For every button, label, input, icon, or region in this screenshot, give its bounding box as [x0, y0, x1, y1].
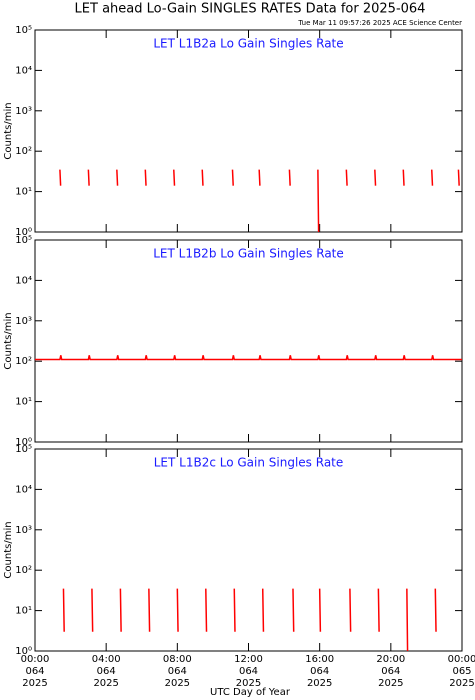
plot-frame — [34, 448, 463, 652]
x-tick-label: 064 — [310, 666, 329, 677]
y-tick-label: 10² — [15, 146, 32, 157]
y-tick-label: 10¹ — [15, 187, 32, 198]
y-tick-label: 10⁴ — [15, 65, 32, 76]
y-tick-label: 10⁵ — [15, 444, 32, 455]
x-tick-label: 2025 — [307, 678, 332, 689]
x-tick-label: 064 — [239, 666, 258, 677]
panel-title: LET L1B2c Lo Gain Singles Rate — [154, 456, 344, 470]
y-tick-label: 10⁰ — [15, 646, 32, 657]
panel-title: LET L1B2b Lo Gain Singles Rate — [153, 247, 344, 261]
y-tick-label: 10¹ — [15, 606, 32, 617]
x-tick-label: 2025 — [449, 678, 474, 689]
y-tick-label: 10⁴ — [15, 275, 32, 286]
data-line — [35, 355, 462, 361]
y-tick-label: 10¹ — [15, 397, 32, 408]
x-tick-label: 064 — [381, 666, 400, 677]
data-line — [62, 588, 437, 652]
y-tick-label: 10⁰ — [15, 227, 32, 238]
x-tick-label: 00:00 — [21, 654, 50, 665]
x-tick-label: 00:00 — [448, 654, 475, 665]
y-axis-label: Counts/min — [3, 312, 14, 369]
y-axis-label: Counts/min — [3, 102, 14, 159]
x-tick-label: 2025 — [93, 678, 118, 689]
y-tick-label: 10⁴ — [15, 484, 32, 495]
y-tick-label: 10³ — [15, 316, 32, 327]
x-tick-label: 2025 — [378, 678, 403, 689]
x-tick-label: 064 — [97, 666, 116, 677]
chart-title: LET ahead Lo-Gain SINGLES RATES Data for… — [75, 2, 426, 17]
y-axis-label: Counts/min — [3, 521, 14, 578]
x-tick-label: 20:00 — [376, 654, 405, 665]
plot-frame — [34, 239, 463, 443]
subtitle: Tue Mar 11 09:57:26 2025 ACE Science Cen… — [297, 19, 462, 27]
x-tick-label: 065 — [452, 666, 471, 677]
x-tick-label: 08:00 — [163, 654, 192, 665]
y-tick-label: 10³ — [15, 106, 32, 117]
x-tick-label: 12:00 — [234, 654, 263, 665]
panel-title: LET L1B2a Lo Gain Singles Rate — [153, 37, 343, 51]
x-tick-label: 16:00 — [305, 654, 334, 665]
x-tick-label: 2025 — [22, 678, 47, 689]
y-tick-label: 10³ — [15, 525, 32, 536]
x-tick-label: 2025 — [165, 678, 190, 689]
x-tick-label: 2025 — [236, 678, 261, 689]
data-line — [59, 169, 460, 233]
y-tick-label: 10⁵ — [15, 25, 32, 36]
x-tick-label: 064 — [168, 666, 187, 677]
x-tick-label: 064 — [25, 666, 44, 677]
plot-frame — [34, 29, 463, 233]
x-tick-label: 04:00 — [92, 654, 121, 665]
y-tick-label: 10² — [15, 356, 32, 367]
x-axis-label: UTC Day of Year — [210, 687, 291, 698]
y-tick-label: 10⁰ — [15, 437, 32, 448]
y-tick-label: 10² — [15, 565, 32, 576]
y-tick-label: 10⁵ — [15, 235, 32, 246]
